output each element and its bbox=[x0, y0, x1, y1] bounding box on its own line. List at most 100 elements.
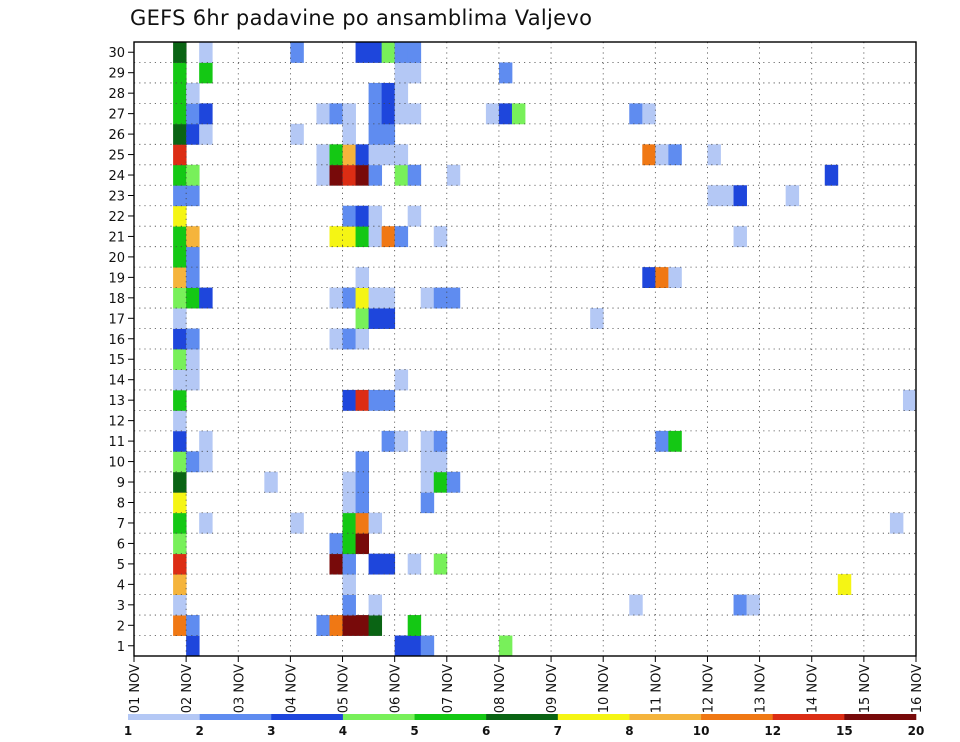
heatmap-cell bbox=[902, 389, 917, 411]
heatmap-cell bbox=[381, 430, 396, 452]
heatmap-cell bbox=[668, 267, 682, 288]
heatmap-cell bbox=[173, 615, 187, 636]
heatmap-cell bbox=[746, 594, 760, 616]
colorbar-label: 3 bbox=[267, 724, 275, 738]
heatmap-cell bbox=[316, 164, 330, 186]
heatmap-cell bbox=[355, 512, 369, 534]
heatmap-cell bbox=[407, 205, 422, 227]
heatmap-cell bbox=[173, 349, 187, 370]
heatmap-cell bbox=[368, 144, 383, 166]
heatmap-cell bbox=[173, 62, 187, 84]
heatmap-cell bbox=[355, 144, 369, 166]
colorbar-swatch bbox=[772, 714, 845, 720]
colorbar-swatch bbox=[844, 714, 917, 720]
heatmap-cells bbox=[173, 42, 917, 657]
heatmap-cell bbox=[173, 553, 187, 575]
heatmap-cell bbox=[342, 553, 356, 575]
heatmap-cell bbox=[733, 226, 747, 248]
heatmap-cell bbox=[199, 512, 213, 534]
y-tick-label: 10 bbox=[108, 456, 125, 471]
heatmap-cell bbox=[446, 287, 461, 309]
heatmap-cell bbox=[186, 164, 200, 186]
heatmap-cell bbox=[368, 123, 383, 145]
colorbar-label: 4 bbox=[339, 724, 347, 738]
heatmap-cell bbox=[186, 246, 200, 268]
heatmap-cell bbox=[329, 615, 343, 636]
heatmap-cell bbox=[173, 103, 187, 125]
heatmap-cell bbox=[342, 492, 356, 514]
heatmap-cell bbox=[173, 246, 187, 268]
heatmap-cell bbox=[342, 615, 356, 636]
heatmap-cell bbox=[290, 123, 304, 145]
heatmap-cell bbox=[173, 185, 187, 207]
heatmap-cell bbox=[824, 164, 839, 186]
x-tick-label: 06 NOV bbox=[389, 664, 404, 713]
x-tick-label: 01 NOV bbox=[128, 664, 143, 713]
heatmap-cell bbox=[173, 410, 187, 432]
heatmap-cell bbox=[186, 369, 200, 391]
heatmap-cell bbox=[329, 226, 343, 248]
colorbar-swatch bbox=[414, 714, 487, 720]
x-tick-label: 02 NOV bbox=[180, 664, 195, 713]
heatmap-cell bbox=[394, 164, 409, 186]
y-tick-label: 15 bbox=[108, 353, 125, 368]
heatmap-cell bbox=[342, 103, 356, 125]
heatmap-cell bbox=[173, 144, 187, 166]
colorbar-label: 5 bbox=[410, 724, 418, 738]
heatmap-cell bbox=[433, 471, 448, 493]
heatmap-cell bbox=[381, 287, 396, 309]
colorbar-swatch bbox=[128, 714, 200, 720]
heatmap-cell bbox=[368, 615, 383, 636]
heatmap-cell bbox=[394, 82, 409, 104]
heatmap-cell bbox=[173, 533, 187, 555]
heatmap-cell bbox=[173, 430, 187, 452]
heatmap-cell bbox=[407, 635, 422, 657]
heatmap-cell bbox=[199, 430, 213, 452]
heatmap-cell bbox=[355, 205, 369, 227]
y-tick-label: 21 bbox=[108, 230, 125, 245]
heatmap-cell bbox=[355, 42, 369, 63]
heatmap-cell bbox=[329, 164, 343, 186]
y-tick-label: 17 bbox=[108, 312, 125, 327]
colorbar-swatch bbox=[701, 714, 774, 720]
heatmap-cell bbox=[655, 267, 669, 288]
heatmap-cell bbox=[173, 389, 187, 411]
heatmap-cell bbox=[381, 226, 396, 248]
heatmap-cell bbox=[355, 164, 369, 186]
y-tick-label: 7 bbox=[117, 517, 125, 532]
heatmap-cell bbox=[329, 287, 343, 309]
heatmap-cell bbox=[733, 594, 747, 616]
heatmap-cell bbox=[394, 430, 409, 452]
y-tick-label: 6 bbox=[117, 537, 125, 552]
heatmap-cell bbox=[446, 471, 461, 493]
heatmap-cell bbox=[186, 615, 200, 636]
heatmap-cell bbox=[498, 103, 513, 125]
heatmap-cell bbox=[381, 144, 396, 166]
x-tick-label: 07 NOV bbox=[441, 664, 456, 713]
heatmap-cell bbox=[355, 471, 369, 493]
heatmap-cell bbox=[186, 103, 200, 125]
heatmap-cell bbox=[173, 512, 187, 534]
heatmap-cell bbox=[199, 451, 213, 473]
heatmap-cell bbox=[355, 308, 369, 329]
heatmap-cell bbox=[889, 512, 904, 534]
heatmap-cell bbox=[368, 512, 383, 534]
heatmap-cell bbox=[785, 185, 800, 207]
heatmap-cell bbox=[733, 185, 747, 207]
heatmap-cell bbox=[394, 226, 409, 248]
x-tick-label: 09 NOV bbox=[545, 664, 560, 713]
x-tick-label: 14 NOV bbox=[806, 664, 821, 713]
heatmap-cell bbox=[368, 205, 383, 227]
heatmap-cell bbox=[433, 451, 448, 473]
x-tick-label: 11 NOV bbox=[649, 664, 664, 713]
heatmap-cell bbox=[642, 103, 656, 125]
heatmap-cell bbox=[329, 328, 343, 350]
heatmap-cell bbox=[381, 103, 396, 125]
heatmap-cell bbox=[342, 123, 356, 145]
heatmap-cell bbox=[186, 451, 200, 473]
heatmap-cell bbox=[381, 553, 396, 575]
heatmap-cell bbox=[186, 226, 200, 248]
heatmap-cell bbox=[186, 635, 200, 657]
x-tick-label: 03 NOV bbox=[232, 664, 247, 713]
